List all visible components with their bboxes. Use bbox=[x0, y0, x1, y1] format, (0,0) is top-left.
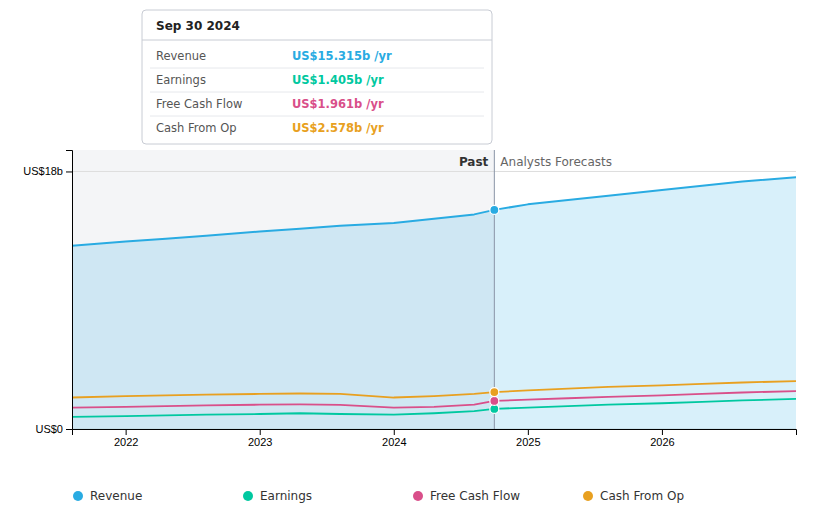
tooltip-row-label: Free Cash Flow bbox=[156, 97, 242, 111]
legend: Revenue Earnings Free Cash Flow Cash From O… bbox=[73, 489, 684, 503]
legend-item: Revenue bbox=[73, 489, 142, 503]
x-tick-mark bbox=[662, 429, 663, 435]
legend-item: Free Cash Flow bbox=[413, 489, 520, 503]
legend-swatch bbox=[73, 491, 83, 501]
tooltip-row-label: Earnings bbox=[156, 73, 206, 87]
legend-swatch bbox=[243, 491, 253, 501]
x-tick-mark bbox=[260, 429, 261, 435]
tooltip-title: Sep 30 2024 bbox=[156, 19, 240, 33]
legend-label: Free Cash Flow bbox=[430, 489, 520, 503]
tooltip-row-separator bbox=[150, 116, 484, 117]
tooltip-row-separator bbox=[150, 68, 484, 69]
tooltip-box bbox=[142, 10, 492, 144]
x-tick-label: 2024 bbox=[382, 436, 406, 448]
y-tick-mark bbox=[66, 429, 72, 430]
line bbox=[72, 391, 796, 407]
y-tick-label: US$0 bbox=[35, 423, 63, 435]
x-tick: 2024 bbox=[382, 429, 406, 448]
plot-area bbox=[72, 150, 796, 429]
y-tick-label: US$18b bbox=[23, 165, 63, 177]
x-tick: 2023 bbox=[248, 429, 272, 448]
x-axis-line bbox=[73, 430, 797, 436]
y-tick-mark bbox=[66, 171, 72, 172]
legend-swatch bbox=[583, 491, 593, 501]
x-tick-label: 2022 bbox=[114, 436, 138, 448]
point bbox=[490, 205, 499, 214]
legend-item: Cash From Op bbox=[583, 489, 684, 503]
tooltip-row-label: Revenue bbox=[156, 49, 206, 63]
tooltip-row-value: US$2.578b /yr bbox=[292, 121, 384, 135]
tooltip-row-value: US$15.315b /yr bbox=[292, 49, 392, 63]
tooltip-row-label: Cash From Op bbox=[156, 121, 237, 135]
x-tick-mark bbox=[394, 429, 395, 435]
x-tick: 2026 bbox=[650, 429, 674, 448]
tooltip: Sep 30 2024 Revenue US$15.315b /yr Earnings… bbox=[142, 10, 492, 144]
legend-label: Revenue bbox=[90, 489, 142, 503]
x-tick: 2022 bbox=[114, 429, 138, 448]
x-tick-mark bbox=[528, 429, 529, 435]
line bbox=[72, 381, 796, 397]
area bbox=[72, 177, 796, 429]
line bbox=[72, 399, 796, 417]
line bbox=[72, 177, 796, 246]
y-axis: US$0 US$18b bbox=[23, 151, 72, 436]
y-tick: US$0 bbox=[35, 423, 72, 435]
x-tick-mark bbox=[126, 429, 127, 435]
legend-item: Earnings bbox=[243, 489, 312, 503]
point bbox=[490, 396, 499, 405]
chart: 2022 2023 2024 2025 2026 US$0 US$18b Past Analys… bbox=[0, 0, 821, 524]
y-tick: US$18b bbox=[23, 165, 72, 177]
x-axis: 2022 2023 2024 2025 2026 bbox=[73, 429, 797, 448]
x-tick-label: 2025 bbox=[516, 436, 540, 448]
y-axis-line bbox=[66, 151, 73, 430]
tooltip-row-value: US$1.405b /yr bbox=[292, 73, 384, 87]
point bbox=[490, 388, 499, 397]
tooltip-separator bbox=[142, 40, 492, 41]
tooltip-row-value: US$1.961b /yr bbox=[292, 97, 384, 111]
legend-label: Cash From Op bbox=[600, 489, 684, 503]
grid-line bbox=[72, 171, 796, 172]
x-tick-label: 2023 bbox=[248, 436, 272, 448]
tooltip-row-separator bbox=[150, 92, 484, 93]
legend-swatch bbox=[413, 491, 423, 501]
x-tick: 2025 bbox=[516, 429, 540, 448]
annotation: Past bbox=[459, 155, 489, 169]
legend-label: Earnings bbox=[260, 489, 312, 503]
x-tick-label: 2026 bbox=[650, 436, 674, 448]
annotation: Analysts Forecasts bbox=[500, 155, 612, 169]
